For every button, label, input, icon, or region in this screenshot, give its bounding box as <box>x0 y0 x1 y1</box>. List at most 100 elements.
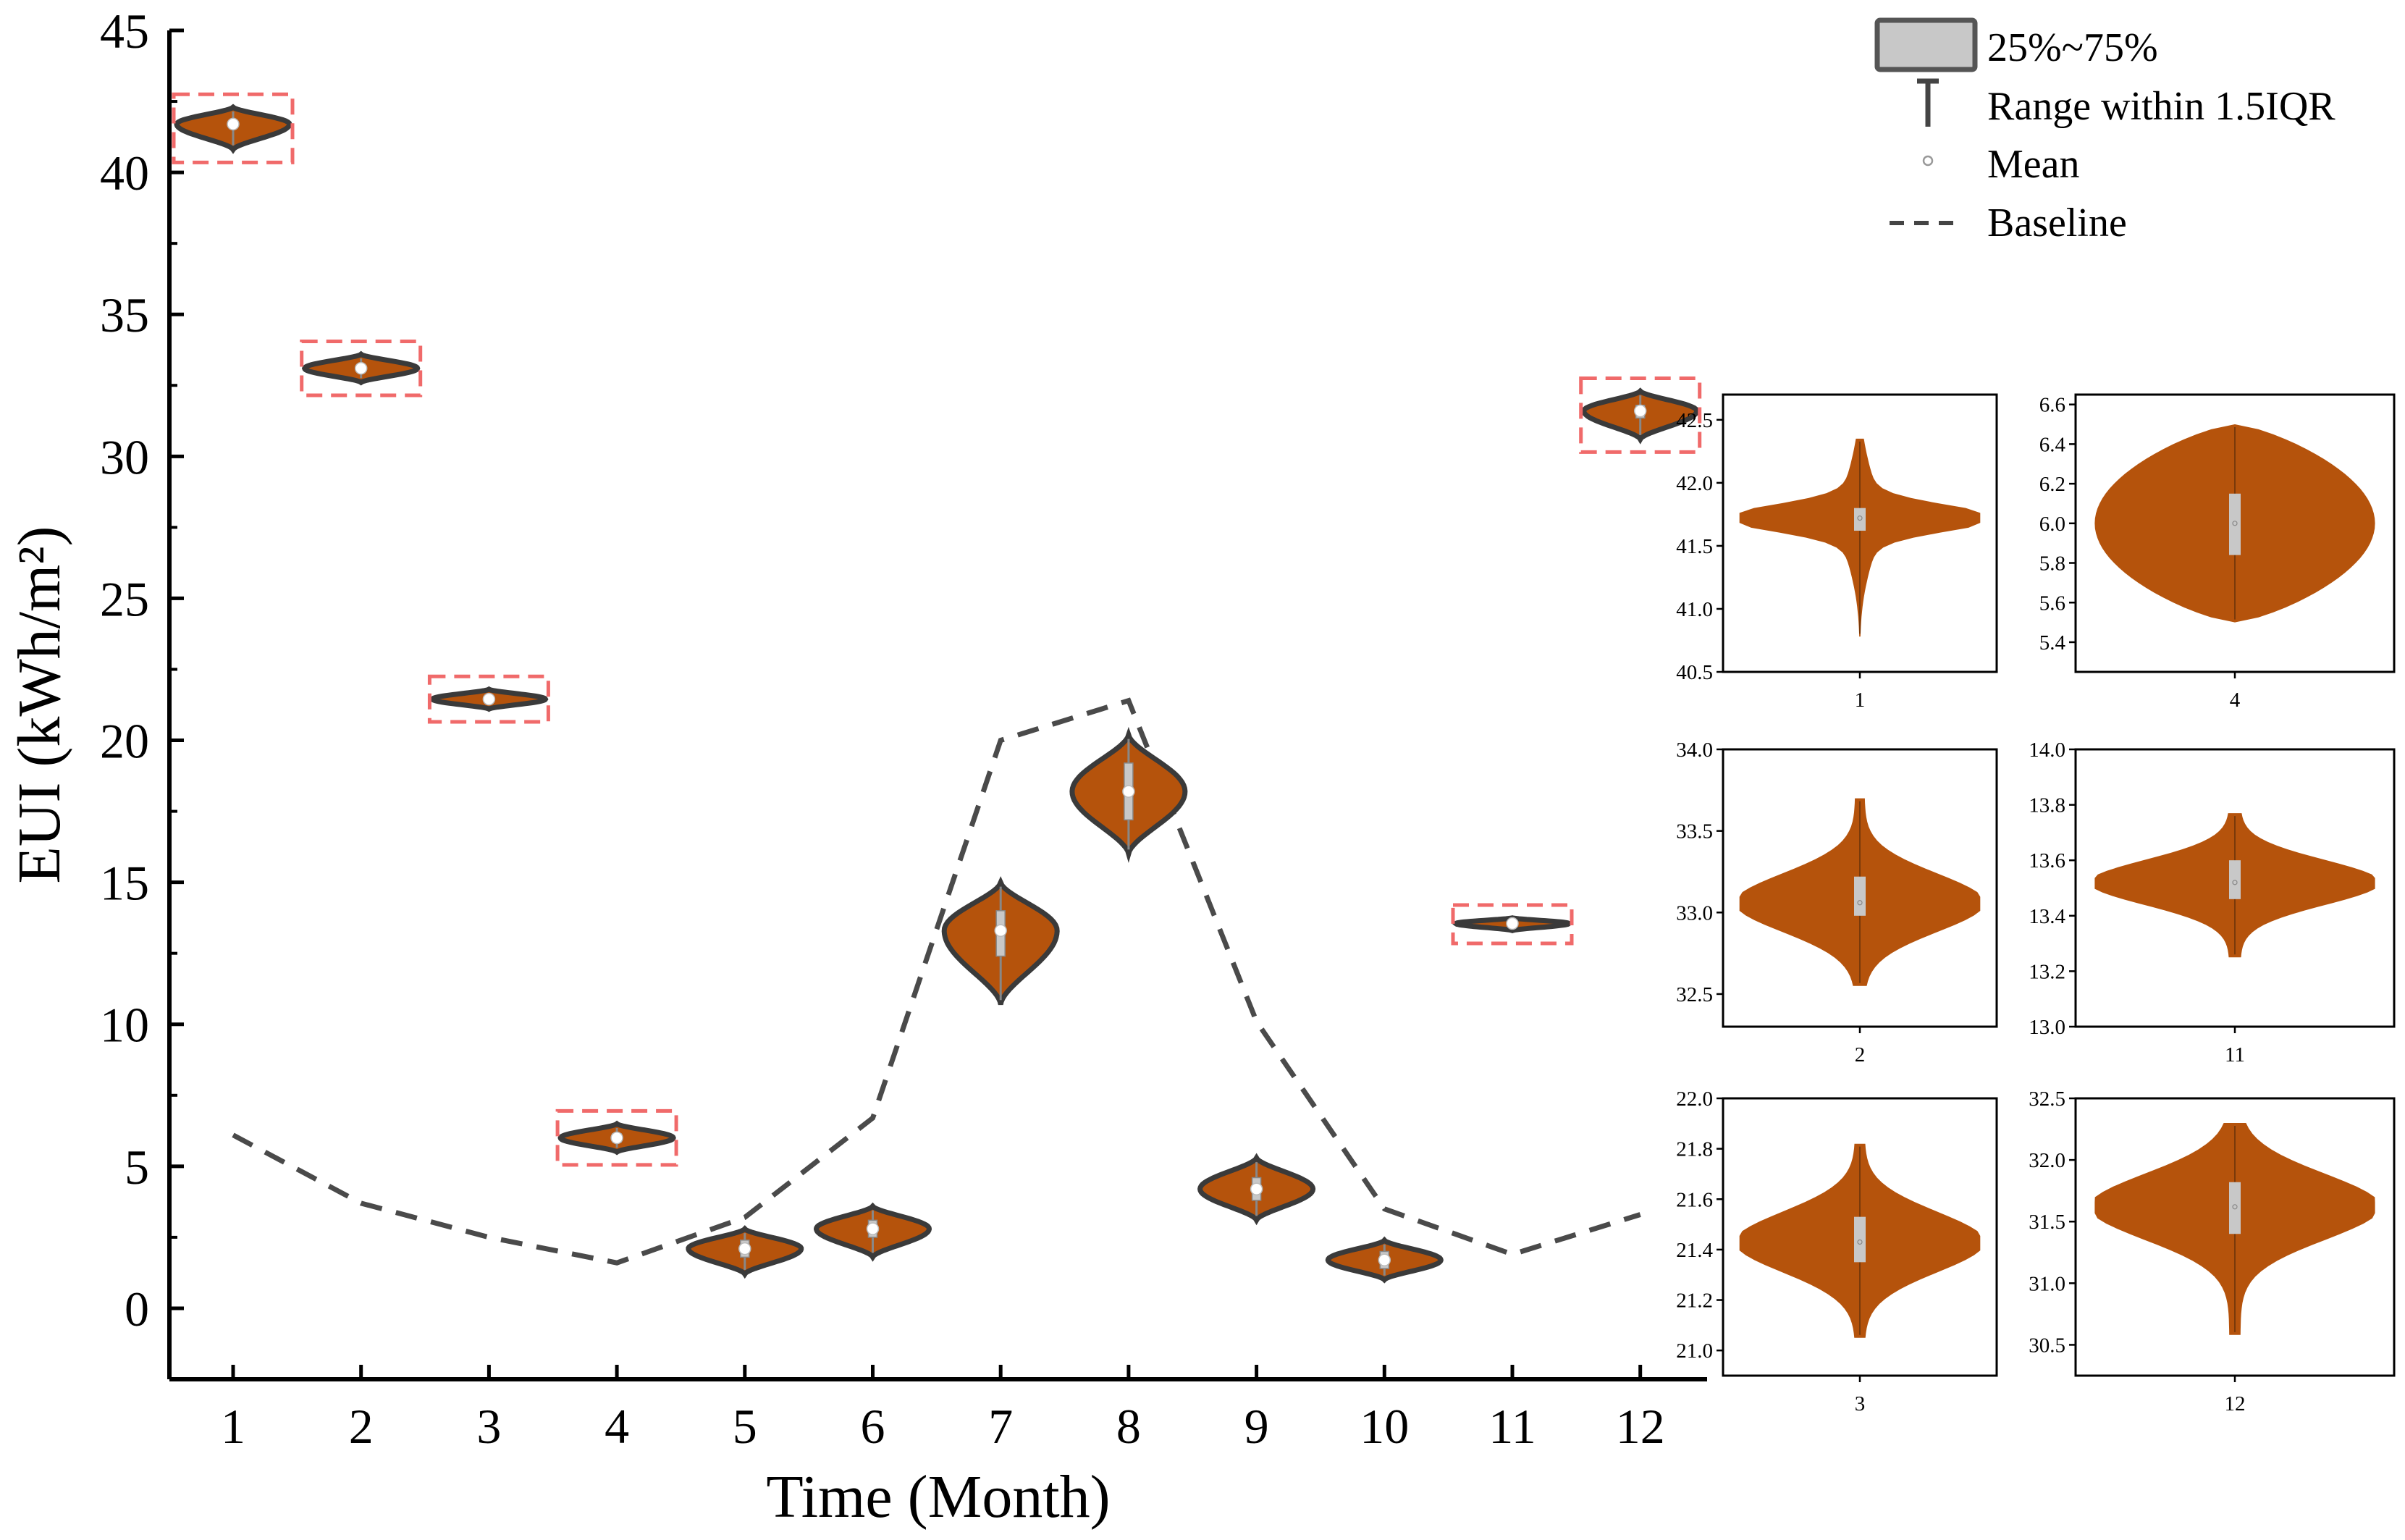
inset-month-3: 21.0 21.2 21.4 21.6 21.8 22.0 3 <box>1676 1087 1998 1415</box>
legend-mean-label: Mean <box>1987 142 2080 187</box>
x-tick-label: 10 <box>1360 1399 1409 1454</box>
inset-y-tick-label: 21.4 <box>1676 1239 1713 1262</box>
inset-iqr-box <box>2229 860 2241 899</box>
x-tick-label: 9 <box>1244 1399 1269 1454</box>
mean-marker-month-4 <box>610 1131 623 1145</box>
y-tick-label: 5 <box>125 1140 149 1195</box>
x-tick-label: 4 <box>605 1399 629 1454</box>
inset-y-tick-label: 21.0 <box>1676 1339 1713 1363</box>
highlight-box-month-3 <box>427 674 550 724</box>
x-tick-label: 1 <box>221 1399 245 1454</box>
inset-mean-marker <box>2232 880 2238 885</box>
inset-y-tick-label: 42.5 <box>1676 409 1713 432</box>
x-tick-label: 6 <box>861 1399 885 1454</box>
inset-mean-marker <box>1857 516 1863 521</box>
inset-y-tick-label: 32.0 <box>2029 1149 2065 1172</box>
y-tick-label: 15 <box>100 856 149 911</box>
inset-y-tick-label: 6.4 <box>2039 433 2066 456</box>
y-tick-label: 10 <box>100 998 149 1053</box>
mean-marker-month-8 <box>1122 785 1135 798</box>
inset-y-tick-label: 31.5 <box>2029 1211 2065 1234</box>
baseline-line <box>232 697 1641 1266</box>
inset-plots: 40.5 41.0 41.5 42.0 42.5 1 5.4 5.6 5.8 6.0 6.2 6.4 6… <box>1676 393 2396 1415</box>
mean-marker-month-6 <box>866 1222 880 1235</box>
inset-y-tick-label: 13.8 <box>2029 794 2065 817</box>
mean-marker-month-12 <box>1633 404 1647 418</box>
x-tick-label: 3 <box>476 1399 501 1454</box>
legend-whisker-symbol <box>1917 78 1939 127</box>
y-tick-label: 25 <box>100 571 149 626</box>
inset-y-tick-label: 32.5 <box>2029 1087 2065 1111</box>
y-tick-label: 0 <box>125 1282 149 1337</box>
inset-y-tick-label: 6.6 <box>2039 394 2065 417</box>
inset-iqr-box <box>1854 508 1866 531</box>
inset-y-tick-label: 34.0 <box>1676 739 1713 762</box>
inset-x-tick-label: 2 <box>1855 1043 1866 1066</box>
inset-x-tick-label: 12 <box>2225 1392 2246 1415</box>
inset-mean-marker <box>1857 900 1863 906</box>
highlight-box-month-12 <box>1579 376 1702 454</box>
highlight-box-month-11 <box>1451 903 1574 946</box>
inset-y-tick-label: 5.6 <box>2039 592 2065 615</box>
inset-y-tick-label: 13.0 <box>2029 1016 2065 1039</box>
inset-y-tick-label: 41.0 <box>1676 598 1713 621</box>
inset-y-tick-label: 21.2 <box>1676 1289 1713 1313</box>
inset-y-tick-label: 5.4 <box>2039 631 2066 655</box>
mean-marker-month-2 <box>354 361 368 375</box>
inset-y-tick-label: 30.5 <box>2029 1334 2065 1357</box>
inset-month-2: 32.5 33.0 33.5 34.0 2 <box>1676 739 1998 1066</box>
inset-mean-marker <box>1857 1239 1863 1245</box>
mean-marker-month-1 <box>227 117 240 131</box>
legend: 25%~75% Range within 1.5IQR Mean Baselin… <box>1874 17 2335 245</box>
legend-iqr-label: 25%~75% <box>1987 25 2158 70</box>
inset-iqr-box <box>2229 1182 2241 1234</box>
inset-x-tick-label: 1 <box>1855 689 1866 712</box>
inset-y-tick-label: 13.2 <box>2029 960 2065 983</box>
x-tick-label: 2 <box>349 1399 374 1454</box>
inset-y-tick-label: 14.0 <box>2029 739 2065 762</box>
inset-iqr-box <box>1854 876 1866 916</box>
y-tick-label: 40 <box>100 146 149 201</box>
y-axis-title: EUI (kWh/m²) <box>6 526 73 883</box>
y-tick-label: 20 <box>100 714 149 769</box>
inset-x-tick-label: 11 <box>2225 1043 2245 1066</box>
x-tick-label: 5 <box>733 1399 757 1454</box>
y-tick-label: 35 <box>100 287 149 342</box>
x-tick-label: 11 <box>1488 1399 1536 1454</box>
mean-marker-month-5 <box>738 1242 751 1255</box>
inset-y-tick-label: 31.0 <box>2029 1272 2065 1295</box>
inset-y-tick-label: 33.0 <box>1676 901 1713 925</box>
inset-mean-marker <box>2232 521 2238 526</box>
legend-whisker-label: Range within 1.5IQR <box>1987 84 2335 129</box>
mean-marker-month-9 <box>1250 1182 1263 1195</box>
x-axis-title: Time (Month) <box>766 1463 1110 1531</box>
inset-y-tick-label: 5.8 <box>2039 552 2065 576</box>
inset-mean-marker <box>2232 1204 2238 1210</box>
inset-y-tick-label: 6.2 <box>2039 473 2065 496</box>
y-tick-label: 45 <box>100 4 149 59</box>
inset-month-1: 40.5 41.0 41.5 42.0 42.5 1 <box>1676 393 1998 712</box>
mean-marker-month-11 <box>1506 917 1519 930</box>
inset-y-tick-label: 33.5 <box>1676 820 1713 843</box>
legend-mean-symbol <box>1922 155 1934 167</box>
highlight-box-month-2 <box>300 339 423 397</box>
inset-y-tick-label: 13.4 <box>2029 905 2065 928</box>
inset-month-11: 13.0 13.2 13.4 13.6 13.8 14.0 11 <box>2029 739 2396 1066</box>
inset-y-tick-label: 40.5 <box>1676 661 1713 684</box>
mean-marker-month-10 <box>1378 1253 1391 1267</box>
inset-iqr-box <box>2229 493 2241 555</box>
highlight-box-month-1 <box>172 92 295 164</box>
inset-y-tick-label: 13.6 <box>2029 849 2065 872</box>
x-tick-label: 7 <box>988 1399 1013 1454</box>
y-tick-label: 30 <box>100 429 149 484</box>
legend-iqr-swatch <box>1874 17 1978 72</box>
x-tick-label: 12 <box>1616 1399 1665 1454</box>
x-tick-label: 8 <box>1116 1399 1141 1454</box>
inset-y-tick-label: 22.0 <box>1676 1087 1713 1111</box>
inset-y-tick-label: 42.0 <box>1676 472 1713 495</box>
inset-y-tick-label: 21.8 <box>1676 1138 1713 1161</box>
inset-x-tick-label: 4 <box>2230 689 2241 712</box>
highlight-box-month-4 <box>555 1108 678 1167</box>
